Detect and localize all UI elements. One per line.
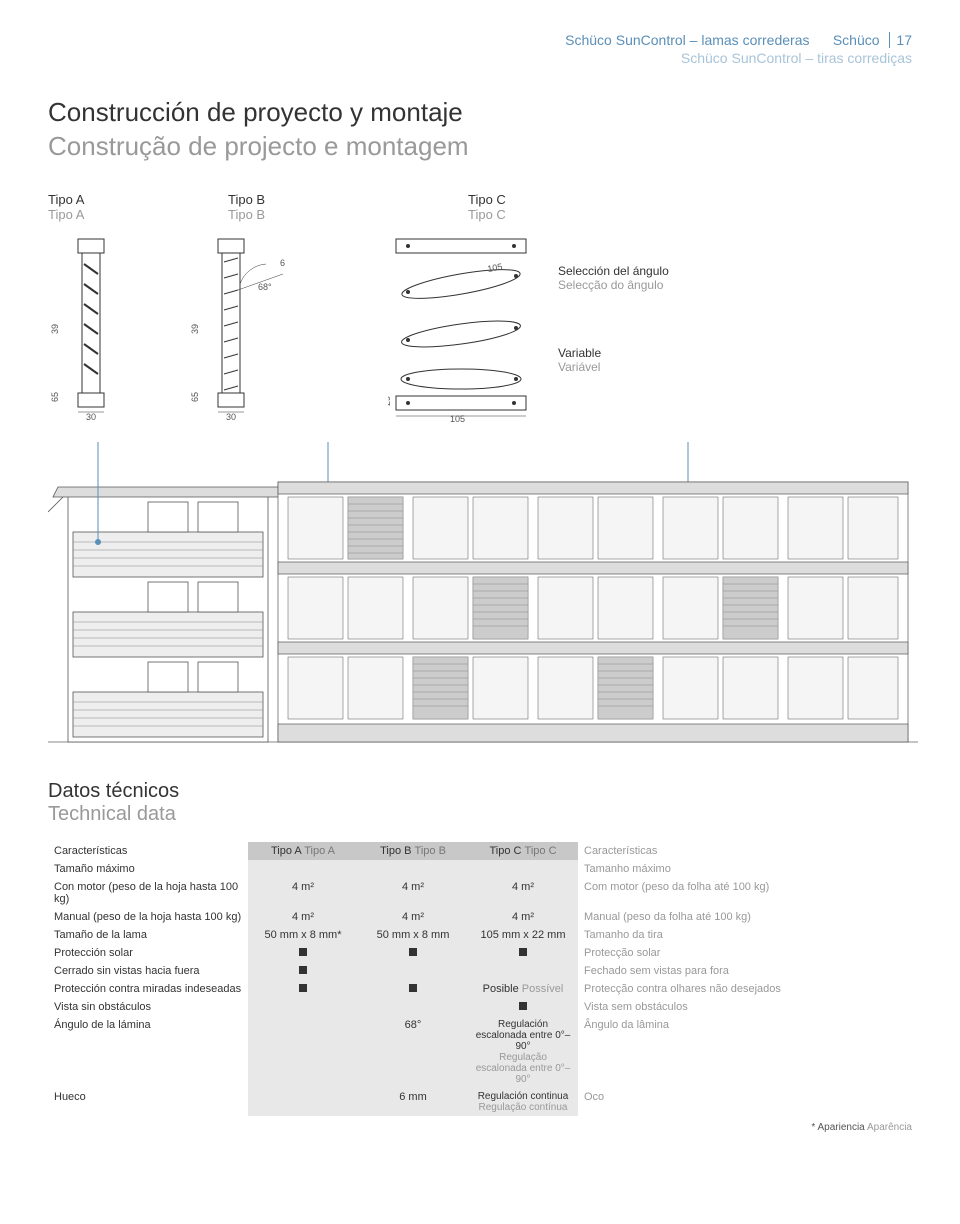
cell — [248, 860, 358, 878]
row-label: Vista sin obstáculos — [48, 998, 248, 1016]
page-header: Schüco SunControl – lamas correderas Sch… — [48, 32, 912, 66]
table-row: Hueco 6 mmRegulación continuaRegulação co… — [48, 1088, 912, 1116]
cell: 68° — [358, 1016, 468, 1088]
table-row: Cerrado sin vistas hacia fuera Fechado se… — [48, 962, 912, 980]
row-desc: Tamanho da tira — [578, 926, 912, 944]
cell: 4 m² — [358, 908, 468, 926]
row-label: Protección contra miradas indeseadas — [48, 980, 248, 998]
svg-text:30: 30 — [226, 412, 236, 422]
cell — [468, 860, 578, 878]
type-c-label: Tipo C — [468, 192, 638, 207]
data-section: Datos técnicos Technical data Caracterís… — [48, 780, 912, 1133]
cell: 4 m² — [358, 878, 468, 908]
row-desc: Fechado sem vistas para fora — [578, 962, 912, 980]
cell — [248, 1088, 358, 1116]
row-label: Cerrado sin vistas hacia fuera — [48, 962, 248, 980]
cell — [248, 980, 358, 998]
row-desc: Ângulo da lâmina — [578, 1016, 912, 1088]
row-desc: Tamanho máximo — [578, 860, 912, 878]
row-label: Ángulo de la lámina — [48, 1016, 248, 1088]
cell — [358, 860, 468, 878]
cell: 4 m² — [468, 908, 578, 926]
th-tipoc: Tipo C Tipo C — [468, 842, 578, 860]
cell: Regulación continuaRegulação contínua — [468, 1088, 578, 1116]
table-row: Protección contra miradas indeseadas Posi… — [48, 980, 912, 998]
table-row: Manual (peso de la hoja hasta 100 kg)4 m… — [48, 908, 912, 926]
svg-text:65: 65 — [190, 392, 200, 402]
svg-text:68°: 68° — [258, 282, 272, 292]
types-row: Tipo A Tipo A Tipo B Tipo B Tipo C Tipo … — [48, 192, 912, 222]
cell: 6 mm — [358, 1088, 468, 1116]
svg-text:105: 105 — [450, 414, 465, 424]
table-row: Protección solar Protecção solar — [48, 944, 912, 962]
row-desc: Oco — [578, 1088, 912, 1116]
row-label: Tamaño de la lama — [48, 926, 248, 944]
type-a-label: Tipo A — [48, 192, 168, 207]
row-label: Protección solar — [48, 944, 248, 962]
cell: 105 mm x 22 mm — [468, 926, 578, 944]
cell — [358, 998, 468, 1016]
cell — [358, 980, 468, 998]
angle-annot: Selección del ángulo Selecção do ângulo — [558, 264, 669, 292]
th-features: Características — [48, 842, 248, 860]
diagrams-row: 65 39 30 — [48, 234, 912, 424]
cell — [468, 962, 578, 980]
data-title: Datos técnicos — [48, 780, 912, 803]
table-row: Tamaño de la lama50 mm x 8 mm*50 mm x 8 … — [48, 926, 912, 944]
cell: 50 mm x 8 mm* — [248, 926, 358, 944]
row-label: Manual (peso de la hoja hasta 100 kg) — [48, 908, 248, 926]
building-illustration — [48, 442, 912, 752]
table-row: Con motor (peso de la hoja hasta 100 kg)… — [48, 878, 912, 908]
cell — [468, 944, 578, 962]
table-row: Ángulo de la lámina 68°Regulación escalon… — [48, 1016, 912, 1088]
svg-text:29: 29 — [388, 396, 392, 406]
row-desc: Com motor (peso da folha até 100 kg) — [578, 878, 912, 908]
row-label: Tamaño máximo — [48, 860, 248, 878]
cell — [248, 1016, 358, 1088]
cell — [248, 944, 358, 962]
page-number: 17 — [889, 32, 912, 48]
diagram-c: 105 29 105 Selección del ángulo Selecção… — [388, 234, 669, 424]
header-product: Schüco SunControl – lamas correderas — [565, 32, 809, 48]
cell: 4 m² — [468, 878, 578, 908]
svg-text:39: 39 — [190, 324, 200, 334]
cell: Posible Possível — [468, 980, 578, 998]
th-tipoa: Tipo A Tipo A — [248, 842, 358, 860]
cell: 4 m² — [248, 878, 358, 908]
row-desc: Manual (peso da folha até 100 kg) — [578, 908, 912, 926]
diagram-a: 65 39 30 — [48, 234, 138, 424]
row-desc: Protecção solar — [578, 944, 912, 962]
page-title: Construcción de proyecto y montaje Const… — [48, 96, 912, 164]
header-line2: Schüco SunControl – tiras corrediças — [48, 50, 912, 66]
cell — [468, 998, 578, 1016]
cell: 50 mm x 8 mm — [358, 926, 468, 944]
row-label: Con motor (peso de la hoja hasta 100 kg) — [48, 878, 248, 908]
cell — [358, 944, 468, 962]
row-label: Hueco — [48, 1088, 248, 1116]
th-features2: Características — [578, 842, 912, 860]
variable-annot: Variable Variável — [558, 346, 669, 374]
footnote: * Apariencia Aparência — [48, 1122, 912, 1133]
table-row: Vista sin obstáculos Vista sem obstáculos — [48, 998, 912, 1016]
svg-text:30: 30 — [86, 412, 96, 422]
type-b-label: Tipo B — [228, 192, 408, 207]
svg-text:65: 65 — [50, 392, 60, 402]
row-desc: Vista sem obstáculos — [578, 998, 912, 1016]
header-brand: Schüco — [833, 32, 880, 48]
th-tipob: Tipo B Tipo B — [358, 842, 468, 860]
cell — [248, 998, 358, 1016]
diagram-b: 68° 6 65 39 30 — [188, 234, 338, 424]
technical-table: Características Tipo A Tipo A Tipo B Tip… — [48, 842, 912, 1116]
cell — [248, 962, 358, 980]
cell: 4 m² — [248, 908, 358, 926]
cell — [358, 962, 468, 980]
cell: Regulación escalonada entre 0°–90°Regula… — [468, 1016, 578, 1088]
svg-text:39: 39 — [50, 324, 60, 334]
svg-text:6: 6 — [280, 258, 285, 268]
table-row: Tamaño máximo Tamanho máximo — [48, 860, 912, 878]
row-desc: Protecção contra olhares não desejados — [578, 980, 912, 998]
